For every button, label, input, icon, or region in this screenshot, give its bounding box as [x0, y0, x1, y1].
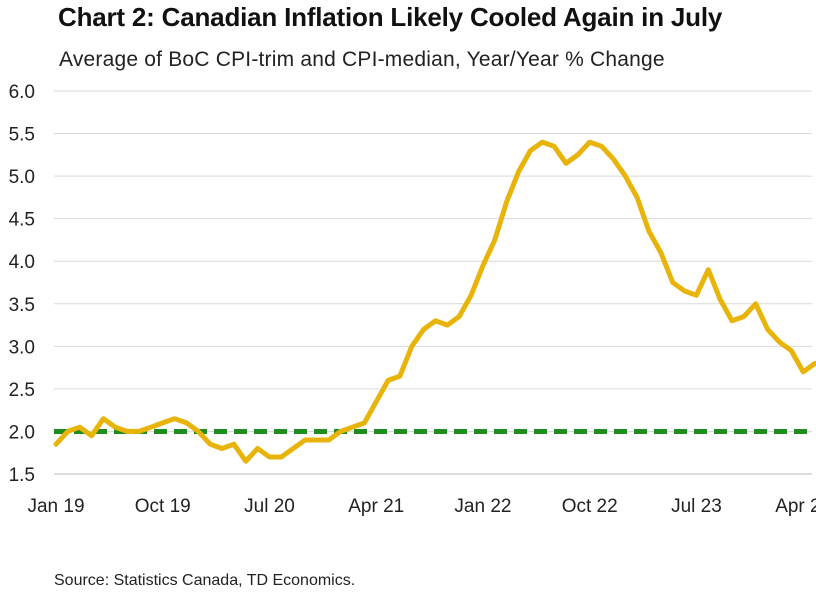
x-axis-labels: Jan 19 Oct 19 Jul 20 Apr 21 Jan 22 Oct 22 Jul … — [27, 496, 816, 517]
y-tick-label: 4.5 — [9, 210, 35, 231]
x-tick-label: Jan 22 — [454, 496, 511, 517]
y-axis-labels: 1.5 2.0 2.5 3.0 3.5 4.0 4.5 5.0 5.5 6.0 — [9, 82, 35, 486]
x-tick-label: Apr 24 — [775, 496, 816, 517]
y-tick-label: 2.5 — [9, 380, 35, 401]
x-tick-label: Oct 22 — [562, 496, 618, 517]
y-tick-label: 4.0 — [9, 252, 35, 273]
chart-title: Chart 2: Canadian Inflation Likely Coole… — [58, 2, 723, 32]
y-tick-label: 1.5 — [9, 465, 35, 486]
series-group — [53, 139, 816, 464]
y-tick-label: 5.0 — [9, 167, 35, 188]
core-inflation-line — [53, 139, 816, 464]
y-tick-label: 6.0 — [9, 82, 35, 103]
y-tick-label: 2.0 — [9, 422, 35, 443]
y-tick-label: 3.0 — [9, 337, 35, 358]
x-tick-label: Jan 19 — [27, 496, 84, 517]
y-tick-label: 3.5 — [9, 295, 35, 316]
x-tick-label: Jul 23 — [671, 496, 722, 517]
line-chart: 1.5 2.0 2.5 3.0 3.5 4.0 4.5 5.0 5.5 6.0 Jan 19 Oct… — [9, 82, 816, 517]
chart-subtitle: Average of BoC CPI-trim and CPI-median, … — [59, 48, 665, 71]
gridlines — [54, 90, 812, 432]
y-tick-label: 5.5 — [9, 125, 35, 146]
source-note: Source: Statistics Canada, TD Economics. — [54, 572, 356, 589]
x-tick-label: Apr 21 — [348, 496, 404, 517]
x-tick-label: Oct 19 — [135, 496, 191, 517]
x-tick-label: Jul 20 — [244, 496, 295, 517]
